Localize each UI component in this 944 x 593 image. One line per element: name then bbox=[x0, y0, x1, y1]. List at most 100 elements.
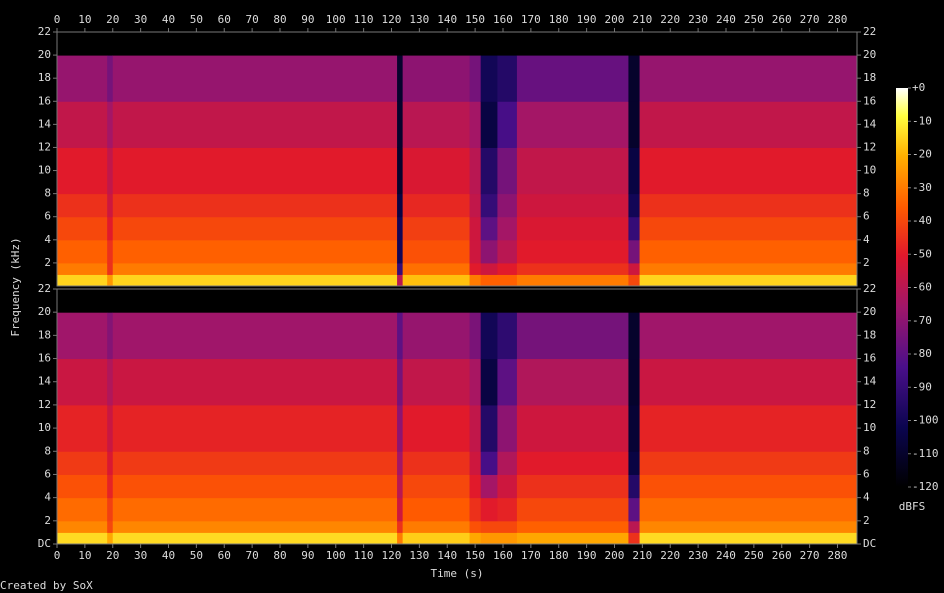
x-tick-label: 60 bbox=[218, 549, 231, 562]
spectrogram-cell bbox=[497, 55, 518, 102]
spectrogram-cell bbox=[397, 262, 404, 275]
spectrogram-cell bbox=[469, 451, 482, 475]
spectrogram-cell bbox=[628, 274, 641, 287]
x-tick-label: 70 bbox=[245, 13, 258, 26]
y-tick-label: DC bbox=[863, 537, 876, 550]
spectrogram-cell bbox=[469, 289, 482, 313]
spectrogram-cell bbox=[639, 358, 858, 406]
y-tick-label: 12 bbox=[863, 398, 876, 411]
spectrogram-cell bbox=[639, 532, 858, 545]
spectrogram-cell bbox=[57, 101, 108, 148]
spectrogram-cell bbox=[57, 216, 108, 241]
spectrogram-cell bbox=[516, 216, 629, 241]
y-tick-label: 22 bbox=[38, 25, 51, 38]
colorbar-tick-label: -10 bbox=[912, 114, 932, 127]
y-tick-label: 2 bbox=[44, 514, 51, 527]
y-tick-label: 20 bbox=[38, 305, 51, 318]
spectrogram-cell bbox=[112, 216, 398, 241]
spectrogram-cell bbox=[516, 474, 629, 499]
y-tick-label: 4 bbox=[44, 491, 51, 504]
spectrogram-cell bbox=[497, 32, 518, 56]
x-tick-label: 160 bbox=[493, 549, 513, 562]
spectrogram-cell bbox=[112, 520, 398, 533]
colorbar-tick-label: -100 bbox=[912, 414, 939, 427]
spectrogram-cell bbox=[397, 32, 404, 56]
y-tick-label: 12 bbox=[38, 140, 51, 153]
spectrogram-cell bbox=[402, 520, 471, 533]
spectrogram-cell bbox=[107, 497, 114, 522]
spectrogram-cell bbox=[112, 404, 398, 452]
y-tick-label: 4 bbox=[44, 233, 51, 246]
spectrogram-cell bbox=[497, 532, 518, 545]
x-tick-label: 170 bbox=[521, 13, 541, 26]
spectrogram-cell bbox=[402, 497, 471, 522]
spectrogram-cell bbox=[57, 532, 108, 545]
spectrogram-cell bbox=[469, 239, 482, 264]
x-tick-label: 160 bbox=[493, 13, 513, 26]
y-tick-label: 18 bbox=[38, 328, 51, 341]
spectrogram-cell bbox=[497, 101, 518, 148]
spectrogram-cell bbox=[639, 55, 858, 102]
spectrogram-cell bbox=[107, 262, 114, 275]
x-tick-label: 100 bbox=[326, 549, 346, 562]
spectrogram-cell bbox=[516, 289, 629, 313]
spectrogram-cell bbox=[480, 101, 498, 148]
x-tick-label: 250 bbox=[744, 549, 764, 562]
spectrogram-cell bbox=[397, 358, 404, 406]
spectrogram-cell bbox=[112, 193, 398, 218]
spectrogram-cell bbox=[57, 451, 108, 475]
colorbar-tick-label: -80 bbox=[912, 347, 932, 360]
spectrogram-cell bbox=[469, 404, 482, 452]
spectrogram-cell bbox=[107, 474, 114, 499]
spectrogram-cell bbox=[469, 520, 482, 533]
spectrogram-cell bbox=[639, 312, 858, 360]
spectrogram-cell bbox=[497, 193, 518, 218]
x-tick-label: 20 bbox=[106, 549, 119, 562]
spectrogram-cell bbox=[107, 520, 114, 533]
spectrogram-cell bbox=[516, 312, 629, 360]
colorbar-tick-label: +0 bbox=[912, 81, 925, 94]
y-tick-label: 10 bbox=[863, 164, 876, 177]
spectrogram-cell bbox=[628, 474, 641, 499]
x-tick-label: 150 bbox=[465, 13, 485, 26]
spectrogram-cell bbox=[497, 520, 518, 533]
colorbar-tick-label: -20 bbox=[912, 148, 932, 161]
spectrogram-cell bbox=[107, 312, 114, 360]
spectrogram-cell bbox=[480, 147, 498, 195]
spectrogram-cell bbox=[628, 32, 641, 56]
spectrogram-cell bbox=[480, 358, 498, 406]
spectrogram-cell bbox=[480, 262, 498, 275]
spectrogram-cell bbox=[57, 358, 108, 406]
x-tick-label: 130 bbox=[409, 549, 429, 562]
x-tick-label: 100 bbox=[326, 13, 346, 26]
x-tick-label: 180 bbox=[549, 549, 569, 562]
y-tick-label: 18 bbox=[38, 71, 51, 84]
x-tick-label: 180 bbox=[549, 13, 569, 26]
spectrogram-cell bbox=[628, 520, 641, 533]
spectrogram-cell bbox=[112, 532, 398, 545]
y-tick-label: 6 bbox=[44, 467, 51, 480]
spectrogram-cell bbox=[107, 239, 114, 264]
spectrogram-cell bbox=[469, 474, 482, 499]
spectrogram-cell bbox=[397, 474, 404, 499]
x-tick-label: 30 bbox=[134, 549, 147, 562]
spectrogram-cell bbox=[639, 101, 858, 148]
x-tick-label: 10 bbox=[78, 549, 91, 562]
colorbar-tick-label: -70 bbox=[912, 314, 932, 327]
y-tick-label: 10 bbox=[38, 164, 51, 177]
y-tick-label: 14 bbox=[38, 117, 52, 130]
spectrogram-cell bbox=[57, 239, 108, 264]
spectrogram-cell bbox=[107, 289, 114, 313]
spectrogram-cell bbox=[628, 451, 641, 475]
spectrogram-cell bbox=[57, 147, 108, 195]
spectrogram-cell bbox=[497, 289, 518, 313]
spectrogram-cell bbox=[497, 404, 518, 452]
spectrogram-cell bbox=[107, 147, 114, 195]
spectrogram-cell bbox=[112, 274, 398, 287]
x-tick-label: 140 bbox=[437, 549, 457, 562]
spectrogram-cell bbox=[112, 55, 398, 102]
spectrogram-cell bbox=[112, 289, 398, 313]
spectrogram-cell bbox=[469, 312, 482, 360]
spectrogram-cell bbox=[112, 474, 398, 499]
spectrogram-cell bbox=[639, 262, 858, 275]
